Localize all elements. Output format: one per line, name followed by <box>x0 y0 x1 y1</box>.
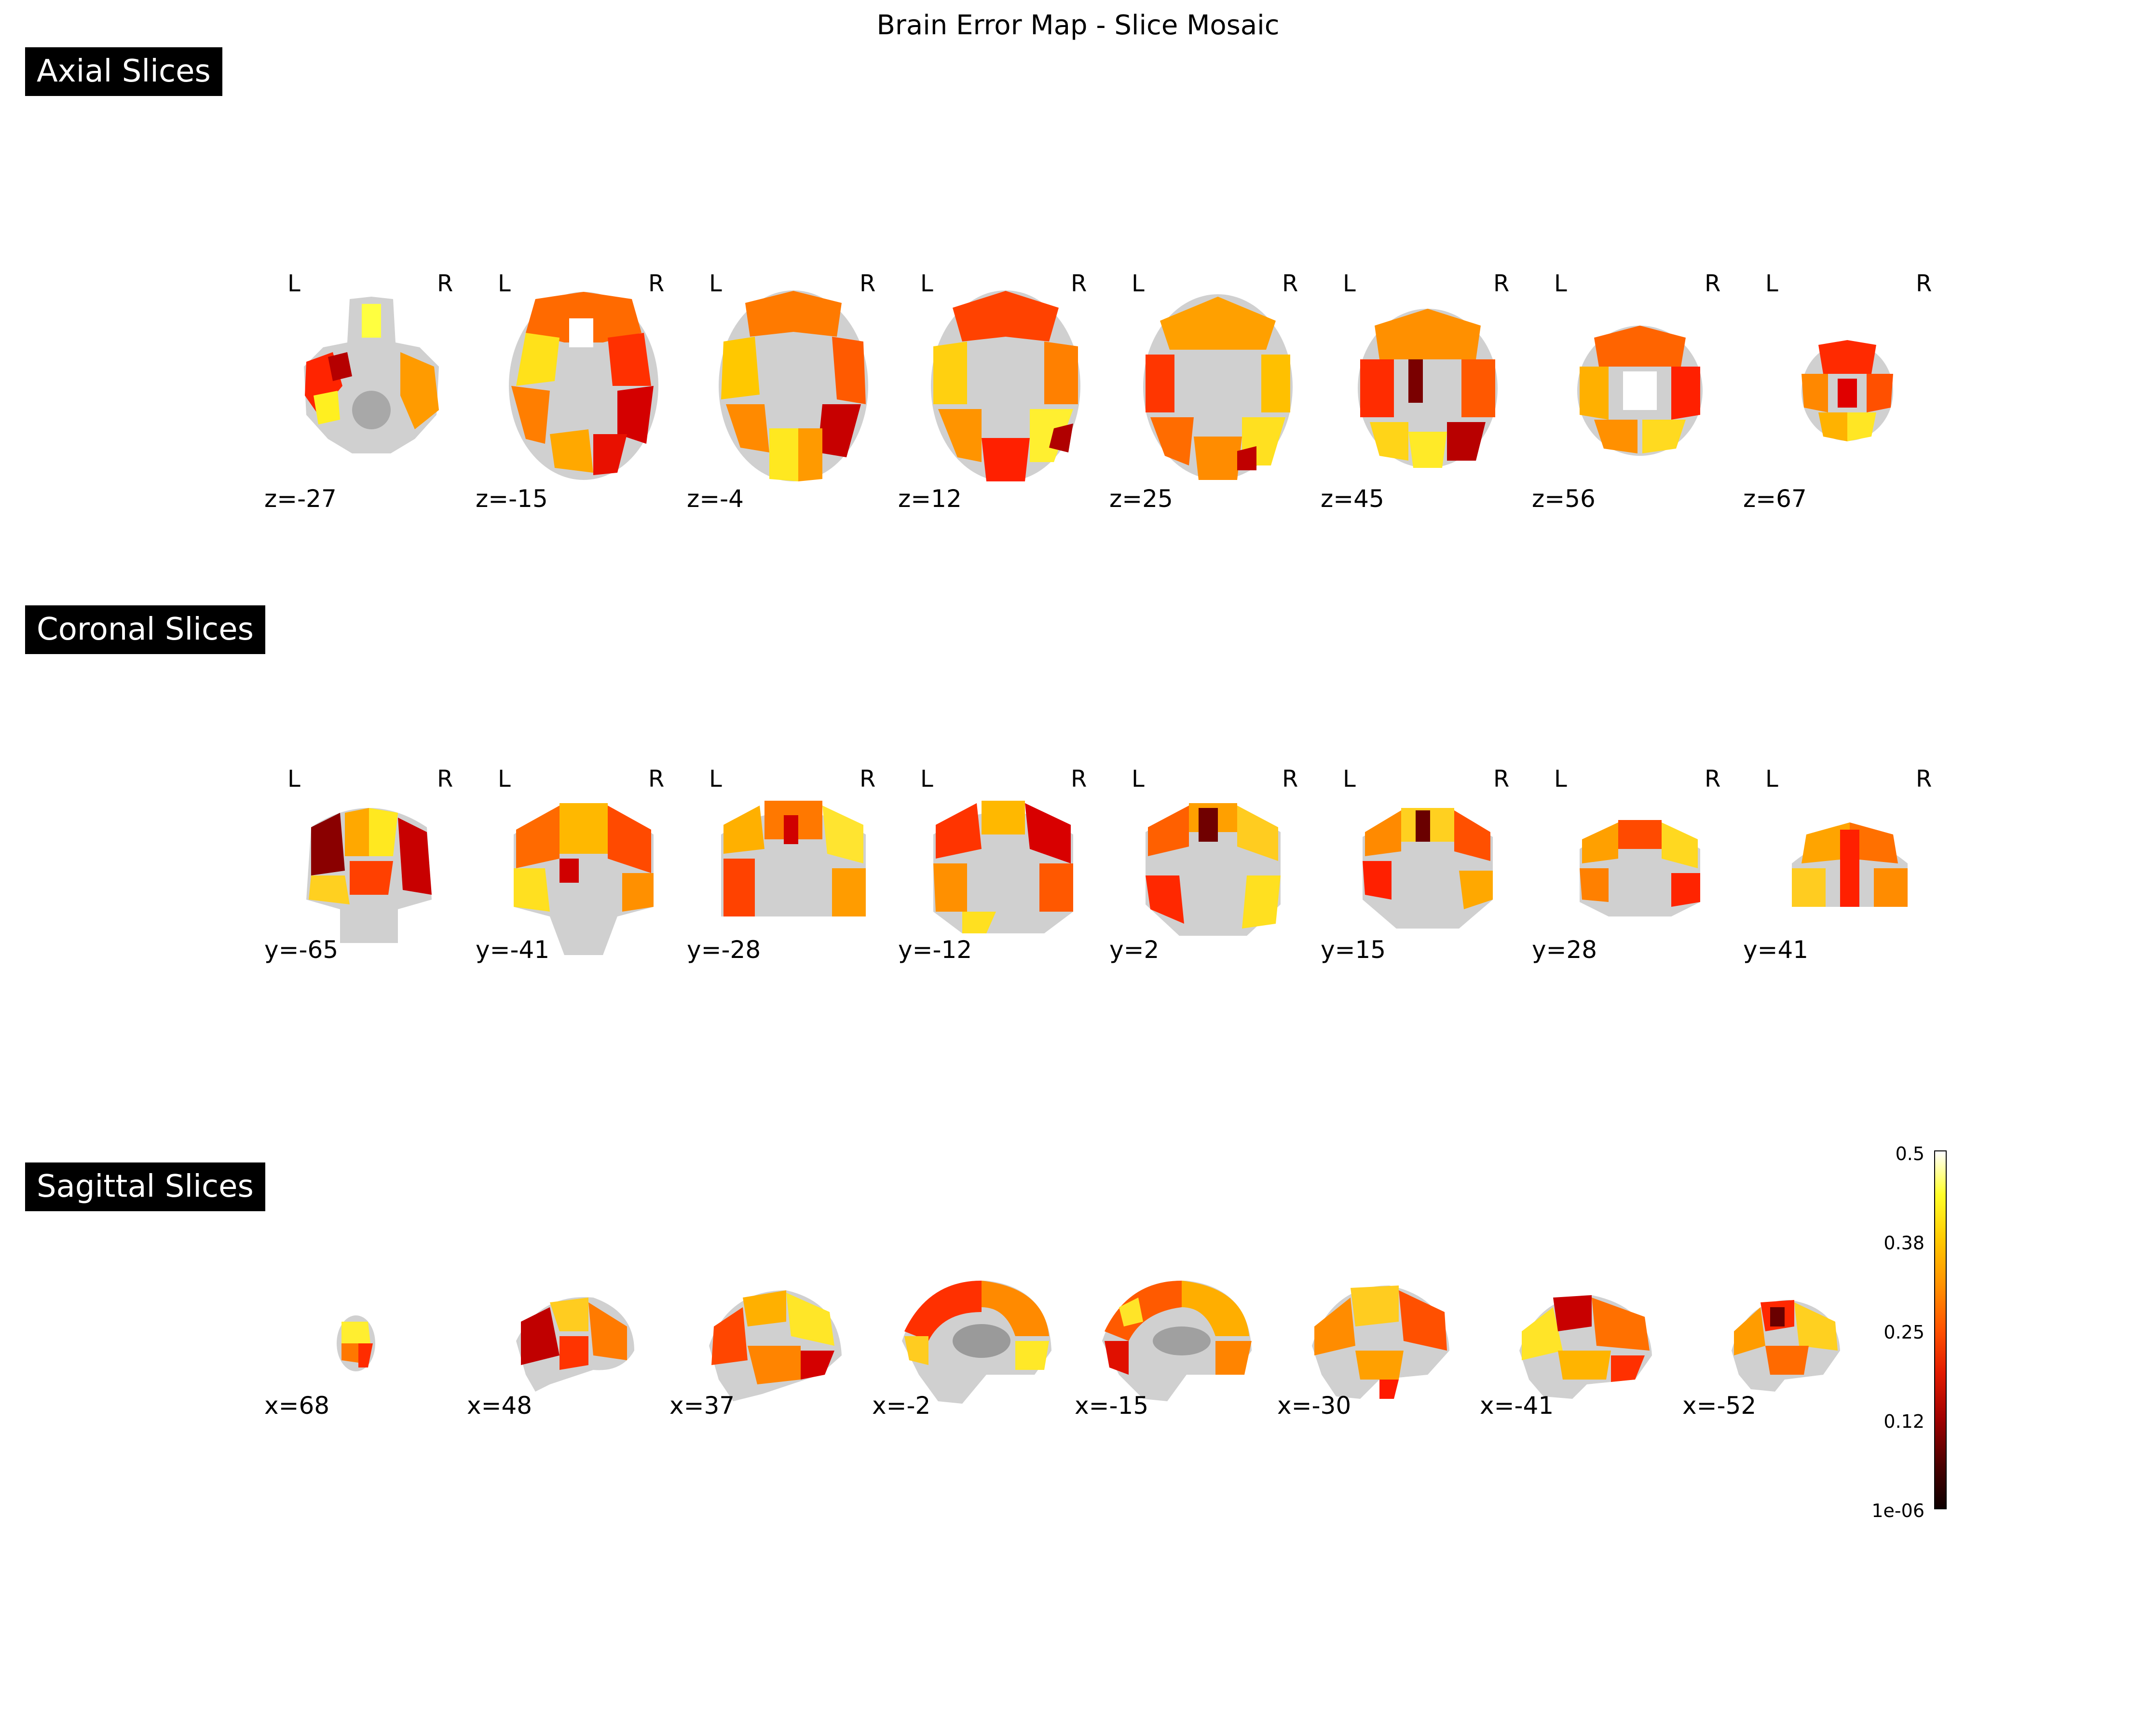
section-label-axial: Axial Slices <box>25 47 222 96</box>
colorbar-tick-label: 0.25 <box>1883 1322 1924 1343</box>
right-marker: R <box>860 270 876 297</box>
slice-coordinate: x=48 <box>467 1392 532 1420</box>
left-marker: L <box>1343 766 1356 793</box>
section-label-coronal: Coronal Slices <box>25 605 265 654</box>
sagittal-slice-image <box>1102 1280 1252 1401</box>
right-marker: R <box>648 766 665 793</box>
left-marker: L <box>709 766 722 793</box>
slice-coordinate: x=-2 <box>872 1392 931 1420</box>
left-marker: L <box>1343 270 1356 297</box>
slice-coordinate: y=-65 <box>264 936 339 964</box>
right-marker: R <box>1705 766 1721 793</box>
slice-coordinate: z=67 <box>1743 485 1807 513</box>
slice-coordinate: y=15 <box>1321 936 1386 964</box>
left-marker: L <box>1554 270 1567 297</box>
slice-coordinate: x=-30 <box>1277 1392 1351 1420</box>
slice-coordinate: z=-4 <box>687 485 744 513</box>
left-marker: L <box>1765 270 1778 297</box>
right-marker: R <box>860 766 876 793</box>
coronal-slice-image <box>721 801 866 916</box>
slice-coordinate: x=-52 <box>1682 1392 1757 1420</box>
slice-coordinate: z=-15 <box>476 485 548 513</box>
left-marker: L <box>287 766 300 793</box>
section-label-sagittal: Sagittal Slices <box>25 1162 265 1211</box>
colorbar <box>1934 1150 1947 1509</box>
sagittal-slice-image <box>337 1315 375 1371</box>
right-marker: R <box>648 270 665 297</box>
right-marker: R <box>1916 766 1932 793</box>
left-marker: L <box>920 766 933 793</box>
slice-coordinate: z=-27 <box>264 485 337 513</box>
sagittal-slice-image <box>1732 1300 1840 1392</box>
axial-slice-image <box>304 297 439 453</box>
coronal-slice-image <box>306 808 432 943</box>
right-marker: R <box>437 766 453 793</box>
slice-coordinate: z=45 <box>1321 485 1384 513</box>
sagittal-slice-image <box>1519 1295 1652 1399</box>
slice-coordinate: y=-12 <box>898 936 972 964</box>
coronal-slice-image <box>933 801 1073 933</box>
slice-coordinate: y=-41 <box>476 936 550 964</box>
left-marker: L <box>1765 766 1778 793</box>
axial-slice-image <box>931 290 1080 481</box>
colorbar-tick-label: 0.5 <box>1895 1143 1924 1164</box>
slice-coordinate: y=-28 <box>687 936 761 964</box>
axial-slice-image <box>1143 294 1293 480</box>
right-marker: R <box>1705 270 1721 297</box>
right-marker: R <box>1493 766 1510 793</box>
slice-coordinate: y=2 <box>1109 936 1160 964</box>
right-marker: R <box>1916 270 1932 297</box>
figure-title: Brain Error Map - Slice Mosaic <box>876 10 1280 41</box>
left-marker: L <box>709 270 722 297</box>
axial-slice-image <box>1801 340 1893 441</box>
colorbar-tick-label: 1e-06 <box>1871 1500 1924 1521</box>
left-marker: L <box>498 270 511 297</box>
axial-slice-image <box>509 292 658 480</box>
right-marker: R <box>1071 270 1087 297</box>
colorbar-tick-label: 0.12 <box>1883 1411 1924 1432</box>
left-marker: L <box>287 270 300 297</box>
slice-coordinate: x=-15 <box>1075 1392 1149 1420</box>
slice-coordinate: z=25 <box>1109 485 1173 513</box>
slice-coordinate: x=37 <box>669 1392 735 1420</box>
right-marker: R <box>1071 766 1087 793</box>
colorbar-tick-label: 0.38 <box>1883 1232 1924 1254</box>
coronal-slice-image <box>1580 820 1700 916</box>
coronal-slice-image <box>514 803 654 955</box>
coronal-slice-image <box>1363 808 1493 929</box>
left-marker: L <box>1132 766 1145 793</box>
axial-slice-image <box>719 290 868 481</box>
right-marker: R <box>437 270 453 297</box>
left-marker: L <box>498 766 511 793</box>
slice-coordinate: x=-41 <box>1480 1392 1554 1420</box>
left-marker: L <box>1554 766 1567 793</box>
slice-coordinate: z=56 <box>1532 485 1596 513</box>
sagittal-slice-image <box>516 1297 634 1392</box>
axial-slice-image <box>1358 309 1498 468</box>
slice-coordinate: y=41 <box>1743 936 1809 964</box>
coronal-slice-image <box>1146 803 1281 936</box>
sagittal-slice-image <box>709 1290 842 1401</box>
right-marker: R <box>1282 270 1298 297</box>
left-marker: L <box>1132 270 1145 297</box>
coronal-slice-image <box>1792 822 1908 907</box>
right-marker: R <box>1282 766 1298 793</box>
axial-slice-image <box>1577 326 1703 456</box>
sagittal-slice-image <box>902 1280 1051 1404</box>
left-marker: L <box>920 270 933 297</box>
slice-coordinate: z=12 <box>898 485 962 513</box>
sagittal-slice-image <box>1312 1285 1449 1399</box>
slice-coordinate: y=28 <box>1532 936 1597 964</box>
right-marker: R <box>1493 270 1510 297</box>
slice-coordinate: x=68 <box>264 1392 330 1420</box>
